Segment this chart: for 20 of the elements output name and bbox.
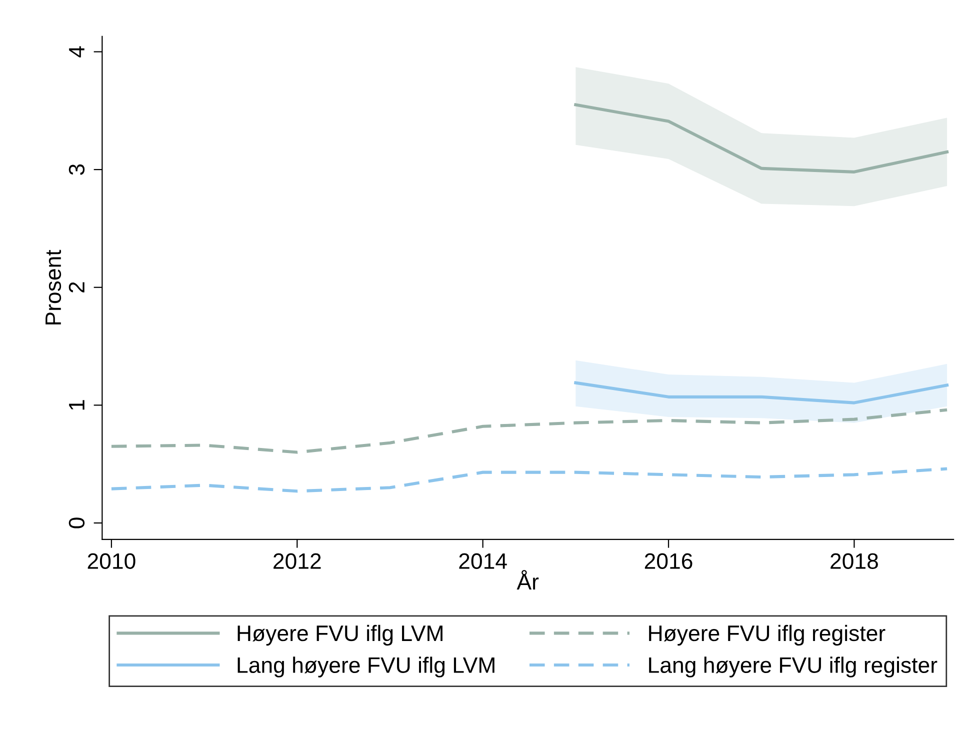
- y-tick-label: 2: [68, 282, 84, 292]
- line-series: [574, 381, 949, 404]
- y-tick-label: 0: [68, 518, 85, 528]
- legend-label: Lang høyere FVU iflg register: [649, 656, 938, 678]
- x-axis-title: År: [516, 570, 539, 590]
- line-series: [574, 103, 949, 174]
- x-tick-label: 2012: [274, 553, 321, 569]
- line-series: [110, 467, 949, 493]
- legend-label: Lang høyere FVU iflg LVM: [238, 656, 494, 678]
- y-tick-label: 3: [68, 164, 85, 175]
- y-tick-label: 4: [69, 46, 84, 58]
- line-series: [110, 408, 949, 454]
- legend-label: Høyere FVU iflg register: [649, 624, 886, 646]
- legend-label: Høyere FVU iflg LVM: [238, 624, 442, 646]
- x-tick-label: 2014: [459, 553, 507, 569]
- x-tick-label: 2010: [88, 553, 136, 569]
- x-tick-label: 2018: [830, 553, 878, 569]
- y-tick-label: 1: [69, 400, 84, 410]
- x-tick-label: 2016: [644, 553, 692, 569]
- y-axis-title: Prosent: [46, 250, 62, 324]
